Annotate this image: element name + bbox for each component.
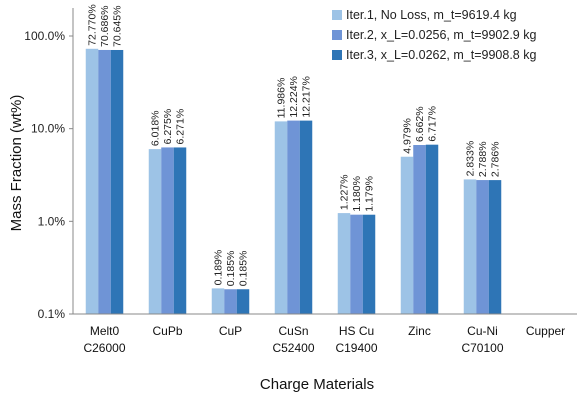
x-category-label: C26000: [83, 341, 125, 355]
bar: [274, 121, 288, 314]
data-label: 6.271%: [175, 109, 187, 145]
y-axis-ticks: 0.1% 1.0% 10.0% 100.0%: [24, 29, 73, 321]
legend-label: Iter.3, x_L=0.0262, m_t=9908.8 kg: [346, 48, 536, 62]
data-label: 2.786%: [490, 141, 502, 177]
x-category-label: Zinc: [408, 324, 431, 338]
data-label: 6.662%: [414, 106, 426, 142]
legend-swatch: [332, 50, 342, 60]
bar: [287, 120, 300, 314]
x-category-label: CuPb: [152, 324, 182, 338]
data-labels: 72.770% 6.018% 0.189% 11.986% 1.227% 4.979% 2.…: [87, 4, 502, 286]
x-category-label: C19400: [335, 341, 377, 355]
bar: [413, 145, 426, 314]
data-label: 70.686%: [99, 6, 111, 47]
data-label: 0.185%: [225, 251, 237, 287]
data-label: 72.770%: [87, 4, 99, 45]
y-tick-label: 100.0%: [24, 29, 65, 43]
bar: [476, 180, 489, 314]
y-axis-label: Mass Fraction (wt%): [8, 95, 25, 232]
legend: Iter.1, No Loss, m_t=9619.4 kg Iter.2, x_…: [332, 8, 536, 62]
x-category-label: C52400: [272, 341, 314, 355]
x-axis-categories: Melt0 C26000 CuPb CuP CuSn C52400 HS Cu C19400 Z…: [83, 324, 565, 355]
bar: [400, 156, 414, 314]
data-label: 1.227%: [339, 174, 351, 210]
legend-swatch: [332, 10, 342, 20]
bar: [362, 214, 376, 314]
bar: [425, 144, 439, 314]
y-tick-label: 10.0%: [31, 122, 65, 136]
data-label: 6.018%: [150, 110, 162, 146]
bar: [299, 120, 313, 315]
bar: [173, 147, 187, 314]
legend-label: Iter.1, No Loss, m_t=9619.4 kg: [346, 8, 517, 22]
bar: [350, 214, 363, 314]
data-label: 70.645%: [112, 6, 124, 47]
x-category-label: CuSn: [278, 324, 308, 338]
data-label: 2.833%: [465, 141, 477, 177]
data-label: 1.179%: [364, 176, 376, 212]
data-label: 0.185%: [238, 251, 250, 287]
data-label: 2.788%: [477, 141, 489, 177]
bar: [463, 179, 477, 314]
bar: [110, 49, 124, 315]
legend-label: Iter.2, x_L=0.0256, m_t=9902.9 kg: [346, 28, 536, 42]
data-label: 12.224%: [288, 76, 300, 117]
data-label: 11.986%: [276, 78, 288, 119]
data-label: 6.275%: [162, 109, 174, 145]
y-tick-label: 0.1%: [38, 307, 66, 321]
x-category-label: HS Cu: [339, 324, 374, 338]
x-category-label: CuP: [219, 324, 242, 338]
bar: [224, 289, 237, 314]
data-label: 6.717%: [427, 106, 439, 142]
x-category-label: C70100: [461, 341, 503, 355]
bar: [488, 180, 502, 314]
y-tick-label: 1.0%: [38, 214, 66, 228]
data-label: 12.217%: [301, 76, 313, 117]
x-category-label: Cupper: [526, 324, 565, 338]
x-category-label: Cu-Ni: [467, 324, 498, 338]
x-category-label: Melt0: [90, 324, 120, 338]
data-label: 1.180%: [351, 176, 363, 212]
bars: [85, 48, 502, 315]
bar: [211, 288, 225, 314]
bar: [148, 149, 162, 314]
data-label: 4.979%: [402, 118, 414, 154]
bar: [337, 213, 351, 314]
bar: [98, 49, 111, 315]
bar: [236, 289, 250, 314]
x-axis-label: Charge Materials: [260, 376, 374, 393]
legend-swatch: [332, 30, 342, 40]
bar: [85, 48, 99, 314]
bar: [161, 147, 174, 314]
data-label: 0.189%: [213, 250, 225, 286]
